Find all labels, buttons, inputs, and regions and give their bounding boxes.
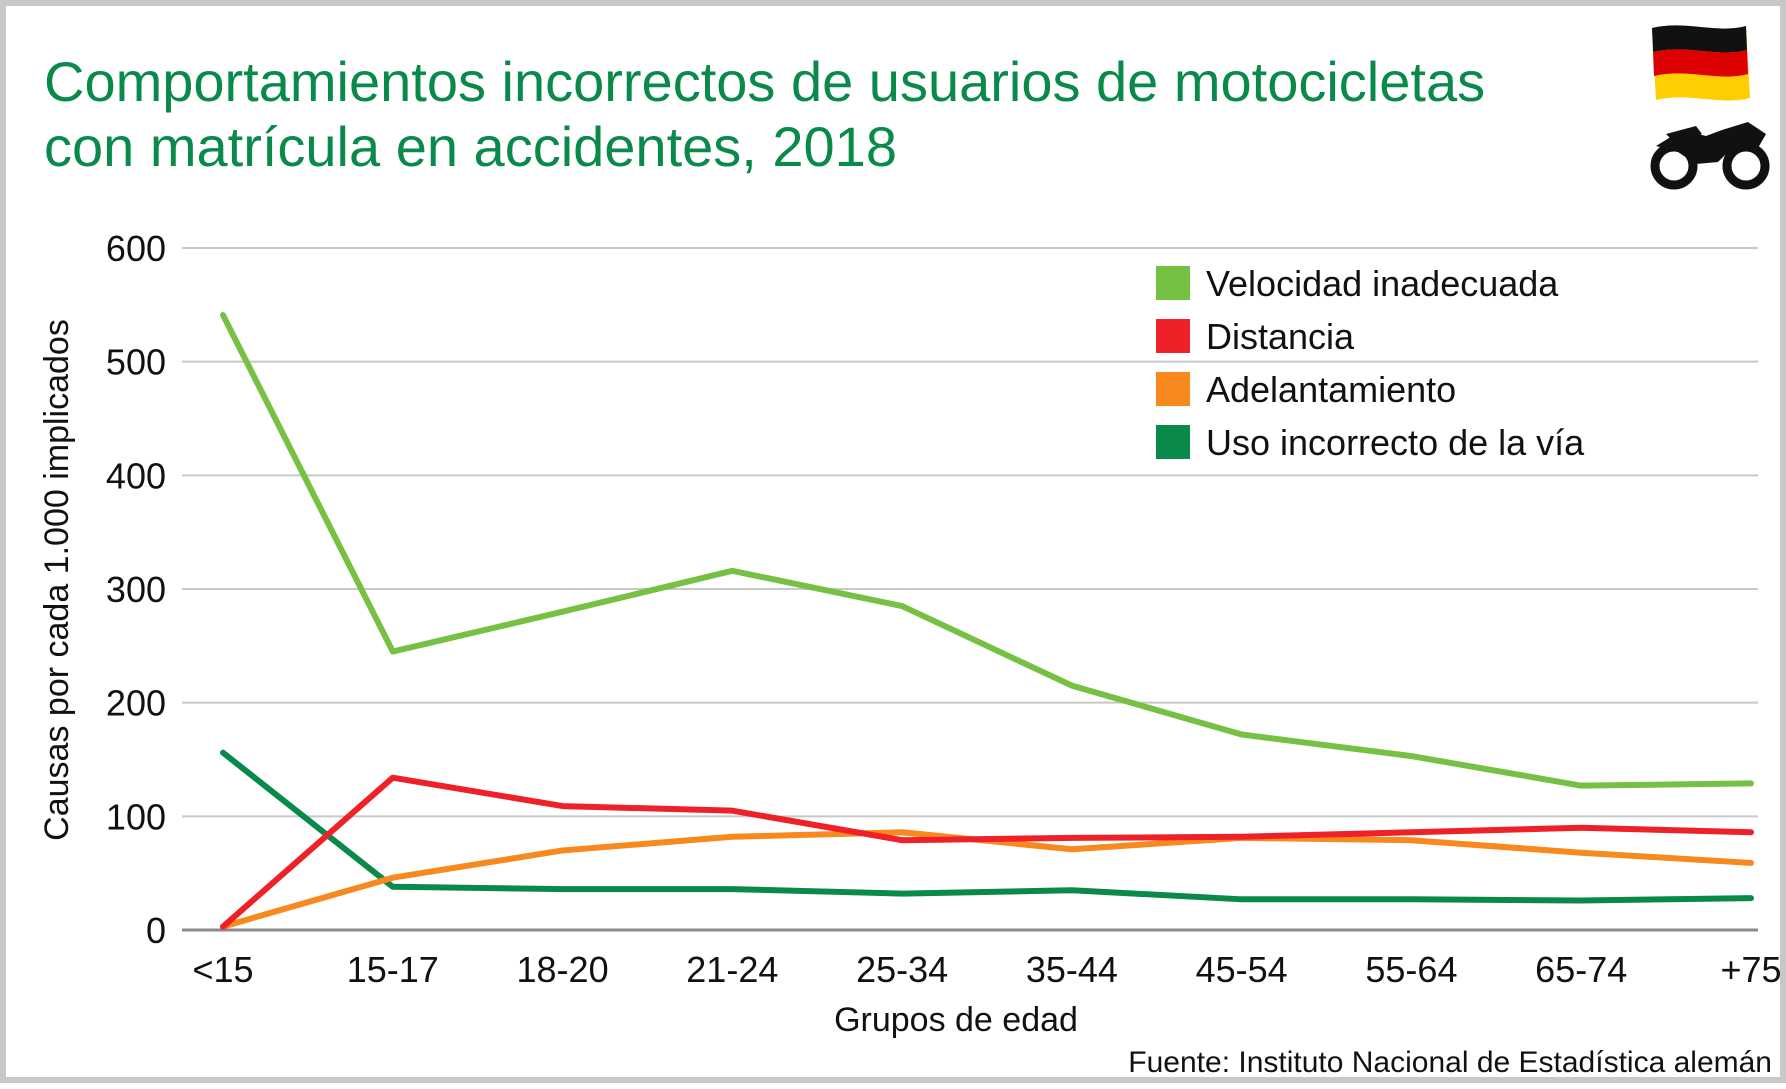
x-axis-ticks: <15 15-17 18-20 21-24 25-34 35-44 45-54 55-64 65… (192, 949, 1781, 990)
series-line-2 (220, 829, 1754, 930)
legend-swatch (1156, 266, 1190, 300)
legend-swatch (1156, 372, 1190, 406)
y-tick-label: 200 (106, 683, 166, 724)
x-tick-label: <15 (192, 949, 253, 990)
legend-swatch (1156, 425, 1190, 459)
series-lines (220, 312, 1754, 930)
x-tick-label: 35-44 (1026, 949, 1118, 990)
x-tick-label: 15-17 (347, 949, 439, 990)
y-tick-label: 400 (106, 455, 166, 496)
germany-flag-icon (1652, 25, 1750, 101)
legend-label: Distancia (1206, 316, 1355, 357)
x-tick-label: 55-64 (1365, 949, 1457, 990)
legend-swatch (1156, 319, 1190, 353)
legend-label: Velocidad inadecuada (1206, 263, 1559, 304)
y-tick-label: 600 (106, 228, 166, 269)
y-tick-label: 500 (106, 342, 166, 383)
legend-label: Uso incorrecto de la vía (1206, 422, 1585, 463)
legend: Velocidad inadecuada Distancia Adelantamie… (1156, 263, 1585, 463)
series-line-0 (220, 312, 1754, 789)
chart-title-line-2: con matrícula en accidentes, 2018 (44, 115, 897, 178)
x-tick-label: +75 (1720, 949, 1781, 990)
series-line-1 (220, 774, 1754, 930)
x-tick-label: 65-74 (1535, 949, 1627, 990)
line-chart: Comportamientos incorrectos de usuarios … (38, 25, 1782, 1079)
legend-label: Adelantamiento (1206, 369, 1456, 410)
y-tick-label: 0 (146, 910, 166, 951)
x-tick-label: 18-20 (517, 949, 609, 990)
grid-lines (182, 247, 1758, 932)
x-axis-title: Grupos de edad (834, 1001, 1078, 1039)
source-note: Fuente: Instituto Nacional de Estadístic… (1128, 1046, 1772, 1079)
x-tick-label: 25-34 (856, 949, 948, 990)
chart-title-line-1: Comportamientos incorrectos de usuarios … (44, 50, 1485, 113)
y-axis-title: Causas por cada 1.000 implicados (38, 319, 76, 841)
x-tick-label: 45-54 (1196, 949, 1288, 990)
y-axis-ticks: 0 100 200 300 400 500 600 (106, 228, 166, 951)
x-tick-label: 21-24 (686, 949, 778, 990)
y-tick-label: 100 (106, 796, 166, 837)
series-line-3 (220, 749, 1754, 904)
y-tick-label: 300 (106, 569, 166, 610)
motorcycle-icon (1650, 122, 1770, 190)
